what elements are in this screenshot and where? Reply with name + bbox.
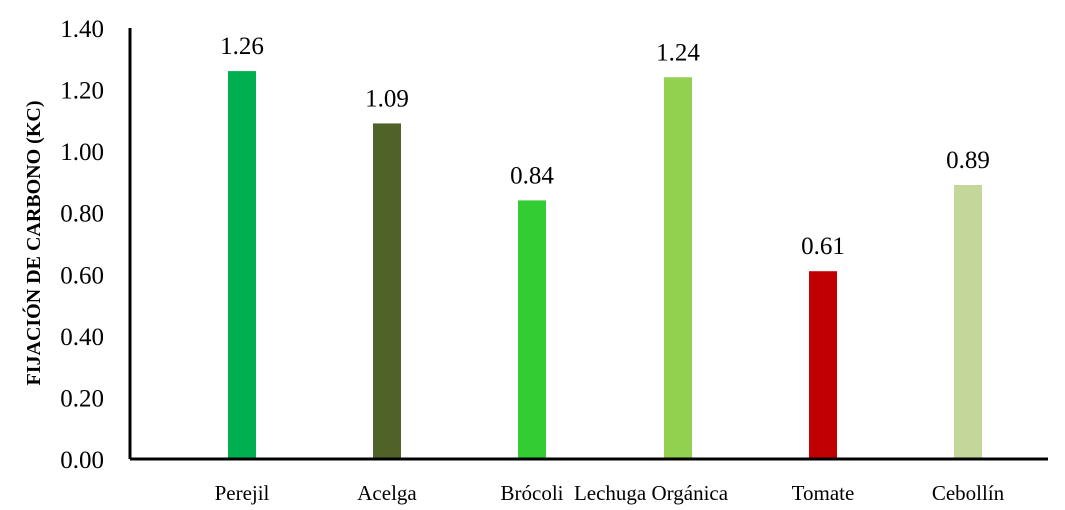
x-tick-label: Cebollín [932,481,1005,505]
bar [373,123,401,459]
x-axis-labels: Perejil Acelga Brócoli Lechuga Orgánica Toma… [215,481,1005,505]
bar [228,71,256,459]
bars [228,71,982,459]
bar [954,185,982,459]
x-tick-label: Brócoli [501,481,564,505]
y-tick-label: 0.60 [60,262,104,289]
data-label: 1.09 [365,85,409,112]
bar [809,271,837,459]
data-label: 1.24 [656,39,700,66]
data-label: 1.26 [220,33,264,60]
y-tick-label: 0.00 [60,447,104,474]
bar [664,77,692,459]
data-label: 0.61 [801,233,845,260]
y-tick-label: 0.80 [60,201,104,228]
bar [518,200,546,459]
x-tick-label: Acelga [357,481,417,505]
y-tick-label: 0.40 [60,324,104,351]
y-tick-label: 1.00 [60,139,104,166]
data-labels: 1.26 1.09 0.84 1.24 0.61 0.89 [220,33,990,260]
y-axis-ticks: 0.00 0.20 0.40 0.60 0.80 1.00 1.20 1.40 [60,16,104,474]
x-tick-label: Perejil [215,481,270,505]
data-label: 0.89 [946,147,990,174]
data-label: 0.84 [510,162,554,189]
y-tick-label: 1.40 [60,16,104,43]
y-tick-label: 0.20 [60,385,104,412]
y-axis-title: FIJACIÓN DE CARBONO (KC) [21,101,45,386]
x-tick-label: Tomate [792,481,855,505]
x-tick-label: Lechuga Orgánica [574,481,729,505]
y-tick-label: 1.20 [60,78,104,105]
